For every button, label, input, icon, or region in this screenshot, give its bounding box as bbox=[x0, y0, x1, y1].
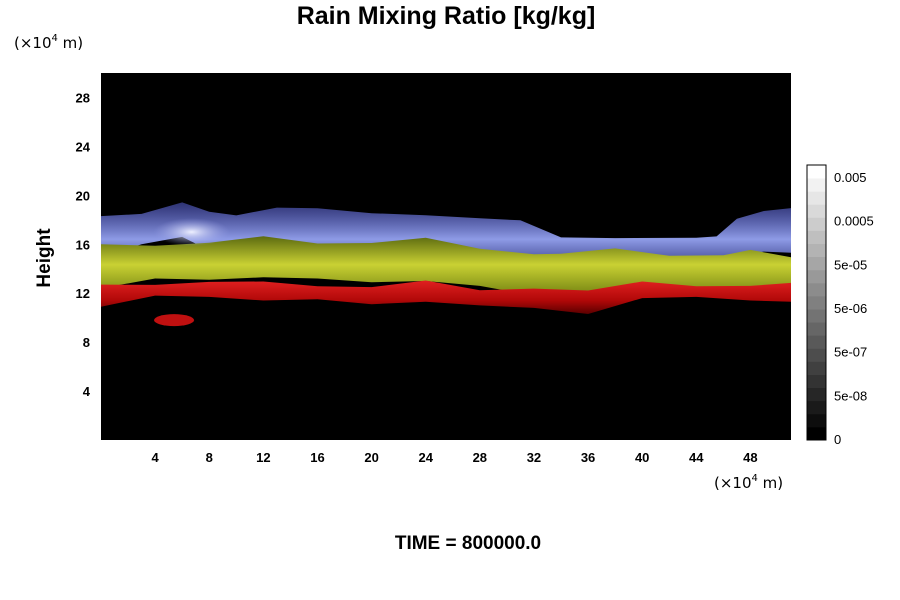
colorbar-tick-label: 5e-06 bbox=[834, 301, 867, 316]
colorbar-cell bbox=[807, 269, 826, 284]
colorbar-tick-label: 0 bbox=[834, 432, 841, 447]
colorbar-cell bbox=[807, 348, 826, 362]
y-tick-label: 4 bbox=[83, 384, 91, 399]
x-tick-label: 40 bbox=[635, 450, 649, 465]
x-unit-suffix: m) bbox=[758, 474, 783, 492]
x-tick-label: 44 bbox=[689, 450, 704, 465]
x-unit-exponent: 4 bbox=[752, 473, 758, 484]
x-unit-prefix: (×10 bbox=[714, 474, 752, 492]
x-axis-ticks: 4 8 12 16 20 24 28 32 36 40 44 48 bbox=[152, 450, 758, 465]
colorbar-cell bbox=[807, 361, 826, 375]
y-tick-label: 28 bbox=[76, 90, 90, 105]
colorbar-cell bbox=[807, 204, 826, 218]
colorbar-cell bbox=[807, 413, 826, 428]
colorbar-cell bbox=[807, 178, 826, 192]
colorbar-tick-label: 0.005 bbox=[834, 170, 867, 185]
colorbar-cell bbox=[807, 191, 826, 205]
y-unit-suffix: m) bbox=[58, 34, 83, 52]
time-annotation: TIME = 800000.0 bbox=[395, 533, 541, 554]
colorbar-cell bbox=[807, 426, 826, 441]
colorbar-tick-label: 5e-05 bbox=[834, 257, 867, 272]
colorbar-cell bbox=[807, 322, 826, 336]
colorbar-frame bbox=[806, 164, 827, 441]
x-tick-label: 8 bbox=[206, 450, 213, 465]
y-tick-label: 12 bbox=[76, 286, 90, 301]
colorbar-cell bbox=[807, 387, 826, 402]
blue-layer-core bbox=[153, 218, 230, 247]
x-tick-label: 12 bbox=[256, 450, 270, 465]
x-tick-label: 24 bbox=[418, 450, 433, 465]
colorbar-cell bbox=[807, 295, 826, 310]
x-tick-label: 36 bbox=[581, 450, 595, 465]
y-axis-ticks: 4 8 12 16 20 24 28 bbox=[76, 90, 91, 399]
data-layers bbox=[101, 202, 791, 327]
colorbar-cell bbox=[807, 400, 826, 415]
colorbar-labels: 0.005 0.0005 5e-05 5e-06 5e-07 5e-08 0 bbox=[834, 170, 874, 447]
y-unit-exponent: 4 bbox=[52, 33, 58, 44]
y-unit-label: (×104 m) bbox=[14, 33, 83, 52]
colorbar-tick-label: 0.0005 bbox=[834, 214, 874, 229]
colorbar-cell bbox=[807, 256, 826, 271]
x-tick-label: 32 bbox=[527, 450, 541, 465]
colorbar-cell bbox=[807, 230, 826, 244]
colorbar-tick-label: 5e-08 bbox=[834, 388, 867, 403]
colorbar-cell bbox=[807, 243, 826, 258]
x-tick-label: 48 bbox=[743, 450, 757, 465]
y-tick-label: 20 bbox=[76, 188, 90, 203]
x-unit-label: (×104 m) bbox=[714, 473, 783, 492]
x-tick-label: 28 bbox=[473, 450, 487, 465]
red-layer-blob bbox=[154, 314, 195, 327]
colorbar-cell bbox=[807, 282, 826, 297]
red-layer bbox=[101, 280, 791, 314]
y-tick-label: 24 bbox=[76, 139, 91, 154]
colorbar bbox=[806, 164, 827, 441]
y-tick-label: 16 bbox=[76, 237, 90, 252]
x-tick-label: 4 bbox=[152, 450, 160, 465]
chart-title: Rain Mixing Ratio [kg/kg] bbox=[297, 2, 596, 30]
y-unit-prefix: (×10 bbox=[14, 34, 52, 52]
colorbar-cell bbox=[807, 309, 826, 323]
colorbar-cell bbox=[807, 165, 826, 179]
yellow-layer bbox=[101, 236, 791, 300]
x-tick-label: 16 bbox=[310, 450, 324, 465]
colorbar-cell bbox=[807, 335, 826, 349]
x-tick-label: 20 bbox=[364, 450, 378, 465]
colorbar-tick-label: 5e-07 bbox=[834, 345, 867, 360]
y-axis-label: Height bbox=[34, 228, 55, 288]
colorbar-cell bbox=[807, 217, 826, 231]
y-tick-label: 8 bbox=[83, 335, 90, 350]
colorbar-cell bbox=[807, 374, 826, 389]
